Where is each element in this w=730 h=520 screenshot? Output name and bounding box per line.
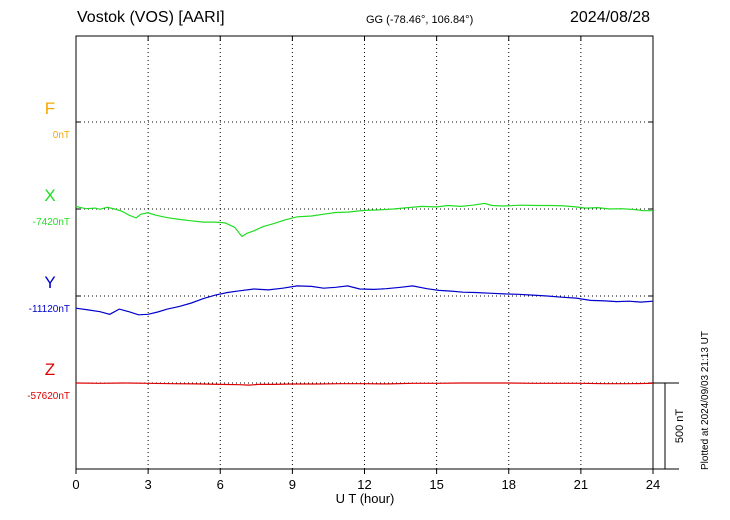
date-label: 2024/08/28: [570, 9, 651, 26]
series-line-z: [75, 382, 654, 386]
x-tick-label: 15: [429, 477, 443, 492]
station-title: Vostok (VOS) [AARI]: [77, 9, 225, 26]
series-line-x: [75, 202, 653, 238]
labels-layer: F 0nT X -7420nT Y -11120nT Z -57620nT: [27, 99, 70, 402]
component-label-y: Y: [44, 273, 55, 292]
series-layer: [75, 202, 654, 386]
component-label-f: F: [45, 99, 55, 118]
x-tick-label: 6: [217, 477, 224, 492]
series-line-y: [75, 285, 654, 316]
x-tick-label: 12: [357, 477, 371, 492]
geographic-coords: GG (-78.46°, 106.84°): [366, 14, 474, 26]
x-tick-label: 0: [72, 477, 79, 492]
x-tick-label: 24: [646, 477, 660, 492]
grid-layer: [76, 36, 653, 469]
component-label-z: Z: [45, 360, 55, 379]
component-label-x: X: [44, 186, 55, 205]
x-tick-label: 9: [289, 477, 296, 492]
x-tick-label: 18: [502, 477, 516, 492]
offset-label-f: 0nT: [53, 130, 70, 141]
offset-label-x: -7420nT: [33, 217, 70, 228]
x-tick-label: 21: [574, 477, 588, 492]
offset-label-y: -11120nT: [29, 304, 70, 315]
scale-bar-label: 500 nT: [674, 409, 686, 444]
x-axis-title: U T (hour): [336, 491, 395, 506]
offset-label-z: -57620nT: [27, 391, 70, 402]
ticks-layer: 0 3 6 9 12 15 18 21 24: [72, 36, 660, 492]
scale-bar: 500 nT: [653, 382, 686, 470]
x-tick-label: 3: [145, 477, 152, 492]
